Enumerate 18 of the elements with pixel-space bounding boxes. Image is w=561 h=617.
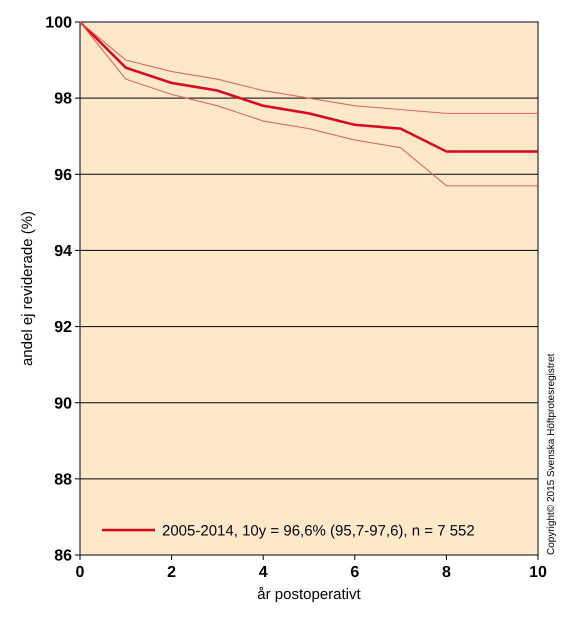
x-tick-label: 10 <box>529 564 547 581</box>
y-tick-label: 90 <box>54 395 72 412</box>
y-tick-label: 100 <box>45 14 72 32</box>
legend-label: 2005-2014, 10y = 96,6% (95,7-97,6), n = 7 552 <box>162 522 475 540</box>
y-tick-label: 94 <box>54 243 72 260</box>
y-tick-label: 88 <box>54 471 72 488</box>
text: Copyright© 2015 Svenska Höftprotesregistret <box>546 353 557 555</box>
y-axis-title: andel ej reviderade (%) <box>19 210 36 366</box>
x-tick-label: 8 <box>442 564 451 581</box>
x-tick-label: 2 <box>167 564 176 581</box>
y-tick-label: 92 <box>54 319 72 336</box>
y-tick-label: 96 <box>54 166 72 184</box>
x-tick-label: 6 <box>350 564 360 581</box>
x-tick-label: 0 <box>76 564 85 581</box>
x-axis-title: år postoperativt <box>257 586 362 603</box>
y-tick-label: 98 <box>54 90 72 108</box>
x-tick-label: 4 <box>258 564 268 581</box>
y-tick-label: 86 <box>54 548 72 565</box>
